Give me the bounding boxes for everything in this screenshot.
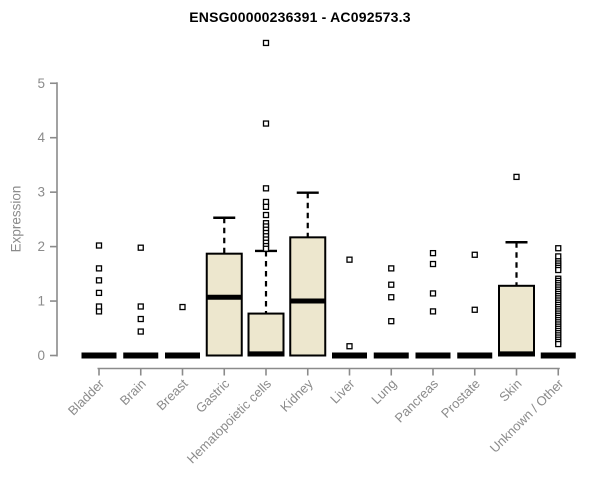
box-gastric xyxy=(205,252,243,357)
collapsed-box-lung xyxy=(373,352,409,359)
y-tick-label-2: 2 xyxy=(37,239,45,254)
outlier-hematopoietic-cells-3 xyxy=(262,198,270,206)
outlier-liver-0 xyxy=(346,343,353,350)
outlier-breast-0 xyxy=(179,303,186,311)
outlier-bladder-0 xyxy=(95,308,103,315)
outlier-pancreas-0 xyxy=(429,308,437,315)
y-tick-label-0: 0 xyxy=(37,348,45,363)
outlier-bladder-5 xyxy=(95,242,103,249)
outlier-hematopoietic-cells-1 xyxy=(262,120,270,127)
x-tick-label-skin: Skin xyxy=(496,376,524,404)
outlier-prostate-0 xyxy=(471,306,478,313)
outlier-liver-1 xyxy=(346,256,353,263)
y-tick-label-4: 4 xyxy=(37,130,45,145)
collapsed-box-liver xyxy=(332,352,367,359)
collapsed-box-prostate xyxy=(457,352,493,359)
collapsed-box-pancreas xyxy=(415,352,451,359)
x-tick-label-breast: Breast xyxy=(153,376,190,413)
box-skin xyxy=(498,284,535,357)
x-tick-label-unknown-other: Unknown / Other xyxy=(487,376,567,456)
outlier-unknown-other-6 xyxy=(555,266,562,274)
outlier-unknown-other-0 xyxy=(555,245,562,252)
chart-title: ENSG00000236391 - AC092573.3 xyxy=(189,9,411,25)
x-tick-label-pancreas: Pancreas xyxy=(392,376,442,426)
outlier-pancreas-1 xyxy=(429,290,437,297)
outlier-hematopoietic-cells-14 xyxy=(262,245,270,252)
outlier-bladder-4 xyxy=(95,265,103,272)
outlier-lung-2 xyxy=(388,281,395,288)
x-tick-label-lung: Lung xyxy=(368,376,399,407)
outlier-hematopoietic-cells-0 xyxy=(262,39,270,47)
outlier-hematopoietic-cells-5 xyxy=(262,211,270,219)
outlier-brain-3 xyxy=(137,244,144,251)
outlier-bladder-2 xyxy=(95,289,103,297)
outlier-lung-0 xyxy=(388,318,395,325)
outlier-skin-0 xyxy=(513,173,520,181)
outlier-brain-1 xyxy=(137,315,144,323)
outlier-pancreas-2 xyxy=(429,260,437,268)
outlier-unknown-other-1 xyxy=(555,253,562,260)
collapsed-box-breast xyxy=(165,352,200,359)
outlier-bladder-1 xyxy=(95,303,103,310)
outlier-hematopoietic-cells-2 xyxy=(262,185,270,192)
outlier-prostate-1 xyxy=(471,251,478,258)
box-kidney xyxy=(289,236,327,357)
outlier-bladder-3 xyxy=(95,277,103,284)
y-tick-label-3: 3 xyxy=(37,185,45,200)
outlier-lung-3 xyxy=(388,265,395,272)
outlier-unknown-other-37 xyxy=(555,340,562,348)
box-hematopoietic-cells xyxy=(247,312,285,357)
outlier-lung-1 xyxy=(388,294,395,301)
x-tick-label-prostate: Prostate xyxy=(438,376,483,421)
outlier-brain-2 xyxy=(137,303,144,310)
collapsed-box-brain xyxy=(123,352,159,359)
y-tick-label-5: 5 xyxy=(37,76,45,91)
collapsed-box-unknown-other xyxy=(540,352,576,359)
x-tick-label-kidney: Kidney xyxy=(277,376,316,415)
collapsed-box-bladder xyxy=(81,352,117,359)
outlier-pancreas-3 xyxy=(429,249,437,257)
x-tick-label-liver: Liver xyxy=(327,376,358,407)
outlier-brain-0 xyxy=(137,328,144,335)
x-tick-label-bladder: Bladder xyxy=(65,376,108,419)
x-tick-label-brain: Brain xyxy=(117,376,149,408)
y-tick-label-1: 1 xyxy=(37,294,45,309)
outlier-hematopoietic-cells-4 xyxy=(262,203,270,211)
x-tick-label-gastric: Gastric xyxy=(193,376,233,416)
